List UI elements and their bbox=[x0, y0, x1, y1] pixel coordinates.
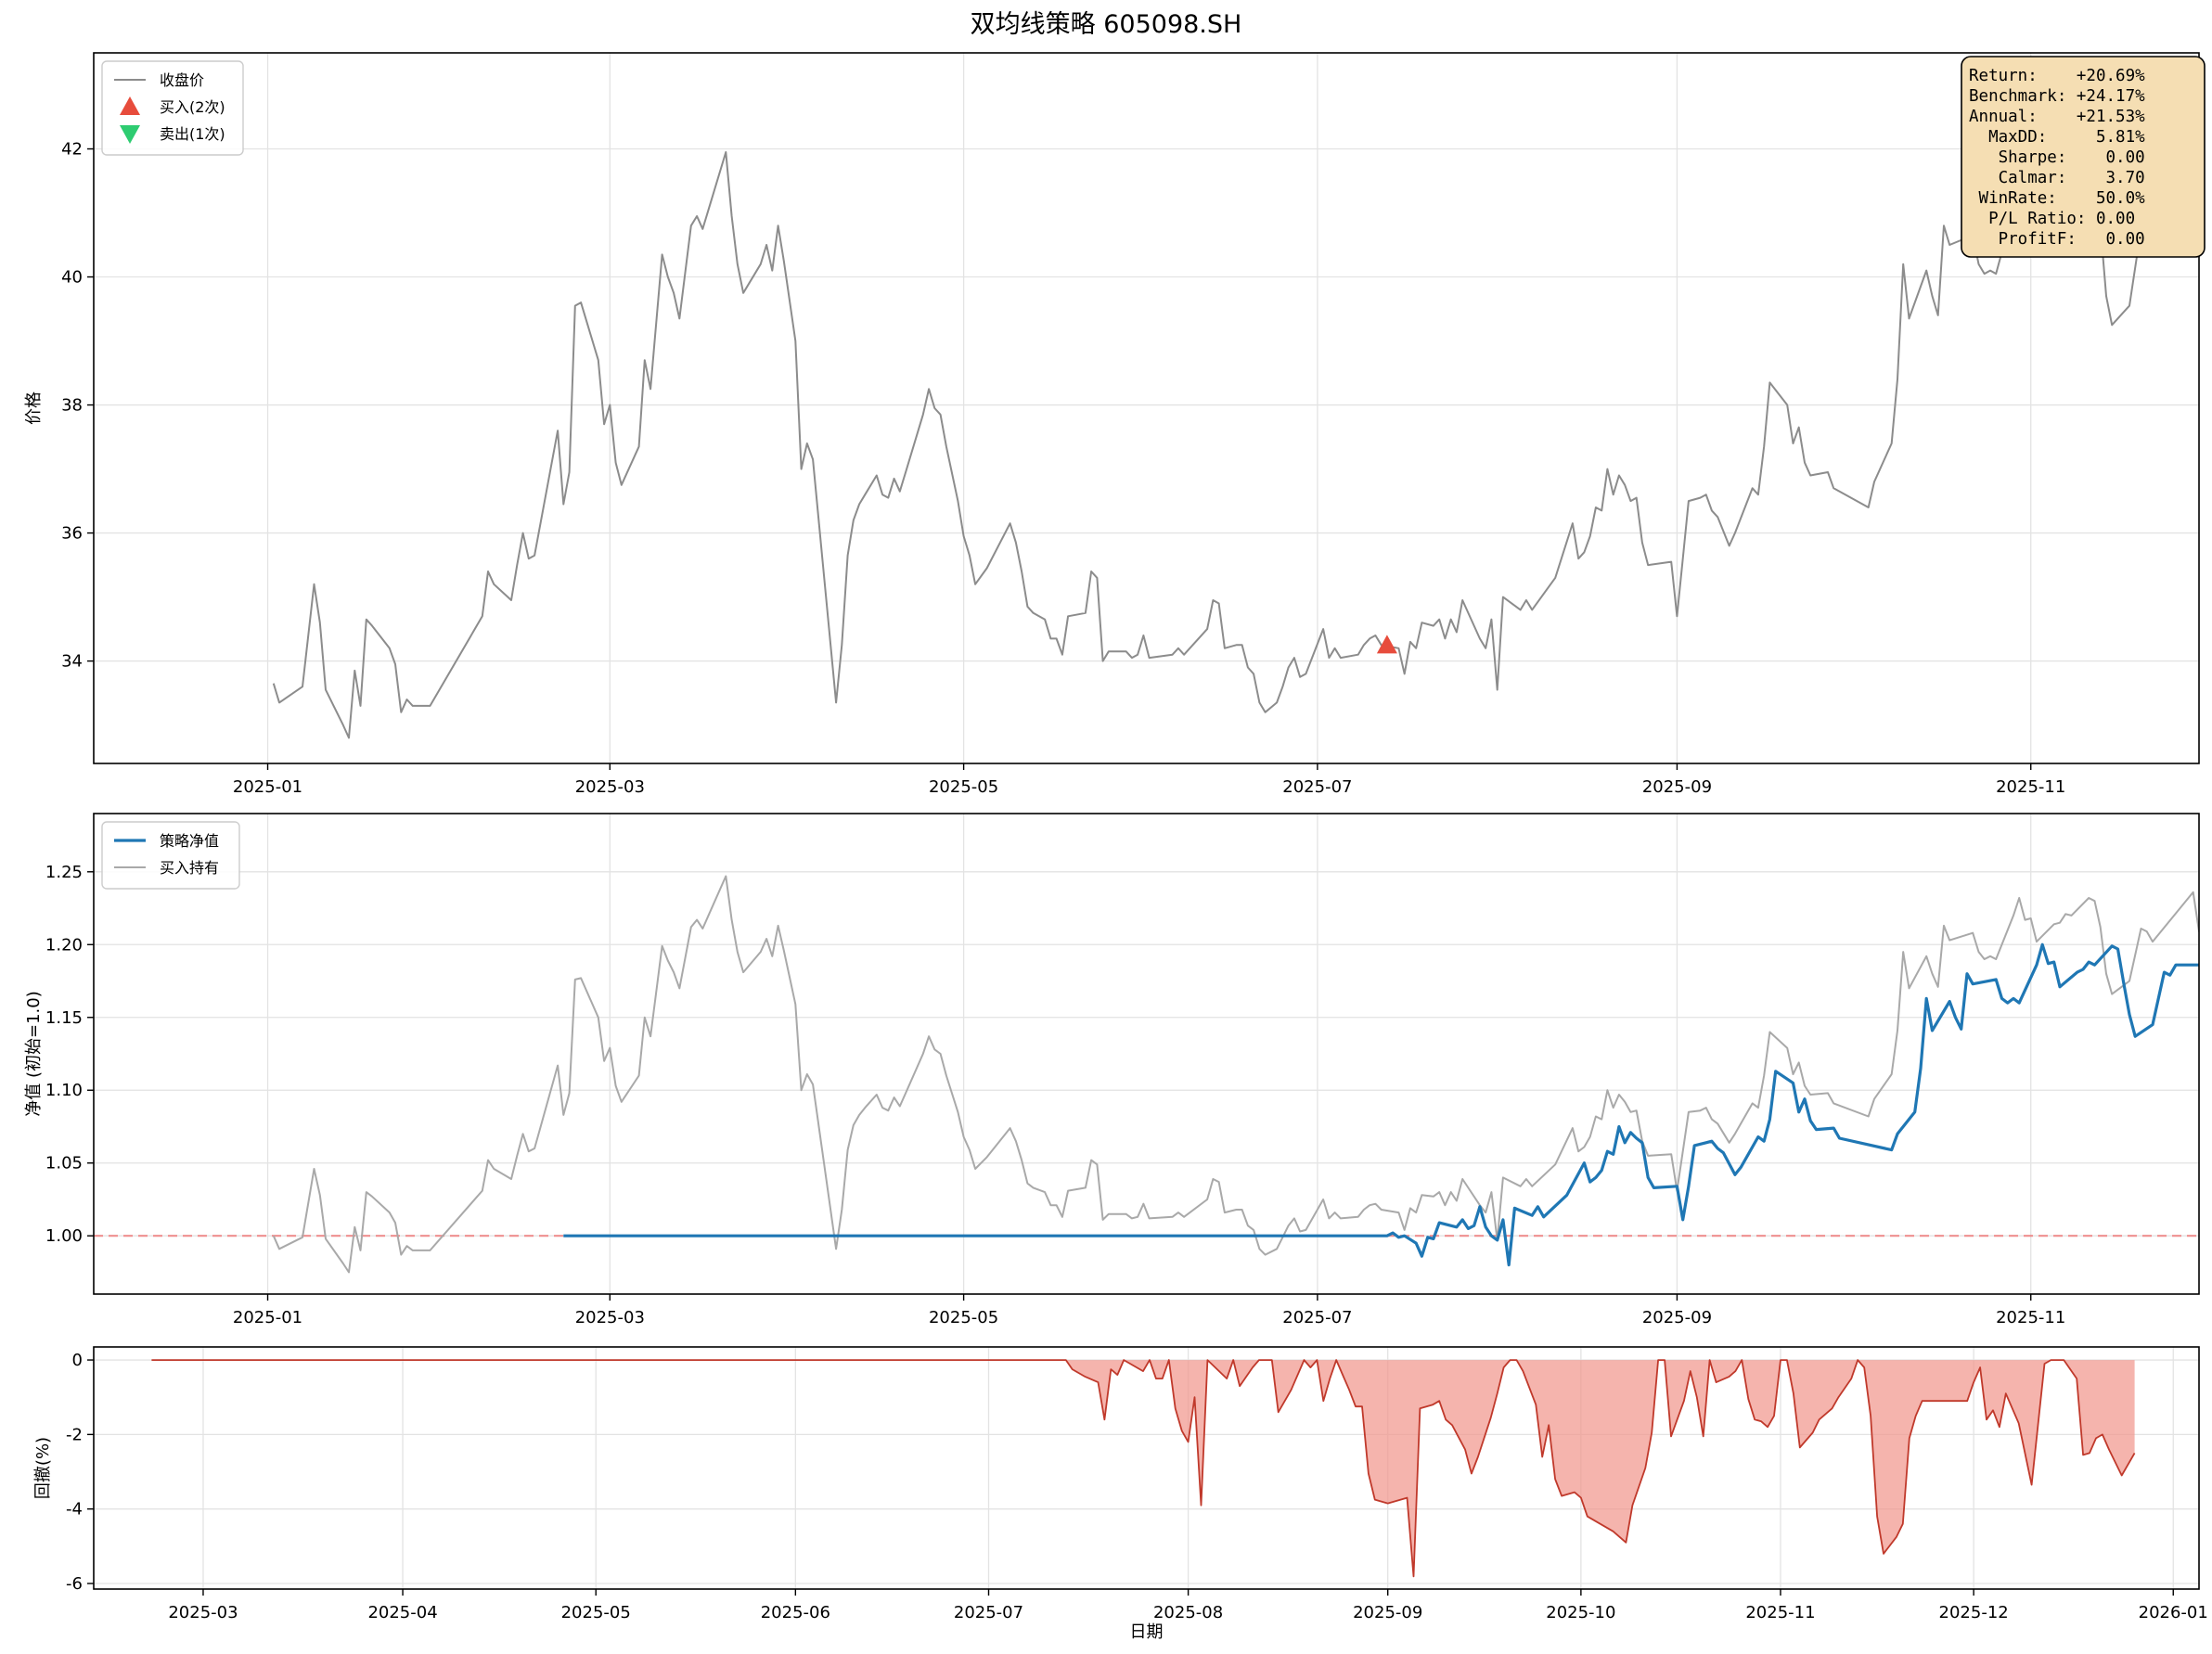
drawdown-line bbox=[151, 1359, 2136, 1578]
x-tick-label: 2025-05 bbox=[929, 1308, 998, 1327]
y-tick-label: 1.10 bbox=[45, 1081, 83, 1100]
stats-line: Benchmark: +24.17% bbox=[1969, 87, 2145, 106]
grid bbox=[94, 814, 2199, 1294]
x-tick-label: 2026-01 bbox=[2139, 1603, 2208, 1622]
plot-area bbox=[272, 875, 2199, 1274]
legend-label: 买入持有 bbox=[160, 859, 219, 877]
x-tick-label: 2025-11 bbox=[1996, 1308, 2065, 1327]
y-tick-label: 1.25 bbox=[45, 863, 83, 882]
x-tick-label: 2025-09 bbox=[1642, 1308, 1712, 1327]
x-tick-label: 2025-03 bbox=[168, 1603, 238, 1622]
legend-swatch-sell bbox=[120, 125, 140, 144]
x-tick-label: 2025-07 bbox=[954, 1603, 1023, 1622]
stats-line: ProfitF: 0.00 bbox=[1969, 230, 2145, 249]
x-tick-label: 2025-04 bbox=[367, 1603, 437, 1622]
legend-label: 收盘价 bbox=[160, 71, 204, 89]
stats-line: MaxDD: 5.81% bbox=[1969, 128, 2145, 147]
x-tick-label: 2025-11 bbox=[1745, 1603, 1815, 1622]
y-tick-label: 42 bbox=[61, 140, 83, 160]
x-tick-label: 2025-12 bbox=[1939, 1603, 2009, 1622]
y-tick-label: 40 bbox=[61, 268, 83, 288]
axes-frame bbox=[93, 1346, 2200, 1590]
x-tick-label: 2025-01 bbox=[233, 777, 302, 797]
drawdown-area bbox=[151, 1360, 2135, 1577]
y-tick-label: -2 bbox=[66, 1425, 83, 1444]
equity-panel: 2025-01 2025-03 2025-05 2025-07 2025-09 2025-… bbox=[24, 813, 2200, 1327]
x-tick-label: 2025-05 bbox=[561, 1603, 631, 1622]
stats-box-frame bbox=[1961, 56, 2206, 258]
buy-marker bbox=[1376, 635, 1397, 654]
y-tick-label: 0 bbox=[72, 1351, 83, 1370]
x-tick-label: 2025-10 bbox=[1546, 1603, 1615, 1622]
legend-label: 卖出(1次) bbox=[160, 125, 225, 143]
y-tick-label: 36 bbox=[61, 524, 83, 544]
y-tick-label: 1.05 bbox=[45, 1154, 83, 1173]
stats-line: WinRate: 50.0% bbox=[1969, 189, 2145, 208]
y-axis-label: 净值 (初始=1.0) bbox=[24, 991, 44, 1116]
y-tick-label: 1.00 bbox=[45, 1226, 83, 1246]
y-axis-label: 价格 bbox=[24, 391, 44, 425]
stats-line: Return: +20.69% bbox=[1969, 67, 2145, 85]
x-tick-label: 2025-01 bbox=[233, 1308, 302, 1327]
stats-line: Annual: +21.53% bbox=[1969, 108, 2145, 126]
x-tick-label: 2025-11 bbox=[1996, 777, 2065, 797]
legend-box bbox=[101, 821, 240, 890]
close-price-line bbox=[272, 151, 2199, 739]
plot-area bbox=[151, 1359, 2136, 1578]
legend-label: 策略净值 bbox=[160, 832, 219, 850]
x-tick-label: 2025-09 bbox=[1353, 1603, 1422, 1622]
y-tick-label: -4 bbox=[66, 1500, 83, 1519]
legend-box bbox=[101, 60, 244, 156]
buy-hold-line bbox=[272, 875, 2199, 1274]
figure-title: 双均线策略 605098.SH bbox=[971, 10, 1242, 39]
grid bbox=[94, 53, 2199, 763]
x-tick-label: 2025-08 bbox=[1153, 1603, 1223, 1622]
drawdown-panel: 2025-03 2025-04 2025-05 2025-06 2025-07 2025-… bbox=[33, 1346, 2208, 1642]
stats-box: Return: +20.69% Benchmark: +24.17% Annual:… bbox=[1961, 56, 2206, 258]
y-tick-label: -6 bbox=[66, 1574, 83, 1594]
x-tick-label: 2025-06 bbox=[761, 1603, 830, 1622]
y-tick-label: 38 bbox=[61, 396, 83, 416]
x-tick-label: 2025-03 bbox=[575, 777, 645, 797]
x-tick-label: 2025-07 bbox=[1282, 1308, 1352, 1327]
y-tick-label: 1.20 bbox=[45, 935, 83, 955]
x-tick-label: 2025-05 bbox=[929, 777, 998, 797]
y-axis-label: 回撤(%) bbox=[33, 1437, 53, 1499]
axes-frame bbox=[93, 813, 2200, 1295]
x-axis-label: 日期 bbox=[1130, 1622, 1164, 1642]
price-panel: 2025-01 2025-03 2025-05 2025-07 2025-09 2025-… bbox=[24, 52, 2206, 797]
x-tick-label: 2025-09 bbox=[1642, 777, 1712, 797]
x-tick-label: 2025-03 bbox=[575, 1308, 645, 1327]
stats-line: Calmar: 3.70 bbox=[1969, 169, 2145, 187]
x-tick-label: 2025-07 bbox=[1282, 777, 1352, 797]
y-tick-label: 34 bbox=[61, 652, 83, 672]
plot-area bbox=[272, 151, 2199, 739]
axes-frame bbox=[93, 52, 2200, 764]
stats-line: Sharpe: 0.00 bbox=[1969, 148, 2145, 167]
y-tick-label: 1.15 bbox=[45, 1008, 83, 1028]
legend-label: 买入(2次) bbox=[160, 98, 225, 116]
stats-line: P/L Ratio: 0.00 bbox=[1969, 210, 2135, 228]
legend-swatch-buy bbox=[120, 96, 140, 115]
strategy-equity-line bbox=[563, 942, 2199, 1267]
